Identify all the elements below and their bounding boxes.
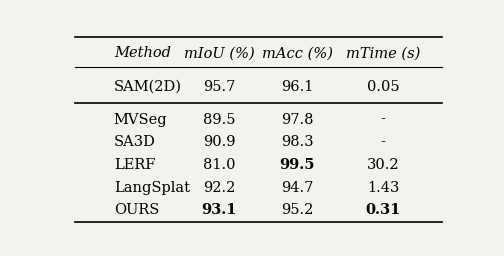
Text: LERF: LERF bbox=[114, 158, 155, 172]
Text: 0.05: 0.05 bbox=[367, 80, 400, 94]
Text: mAcc (%): mAcc (%) bbox=[262, 47, 333, 60]
Text: 95.2: 95.2 bbox=[281, 203, 313, 217]
Text: -: - bbox=[381, 113, 386, 126]
Text: SAM(2D): SAM(2D) bbox=[114, 80, 182, 94]
Text: 95.7: 95.7 bbox=[203, 80, 235, 94]
Text: 93.1: 93.1 bbox=[202, 203, 237, 217]
Text: MVSeg: MVSeg bbox=[114, 113, 167, 126]
Text: 96.1: 96.1 bbox=[281, 80, 313, 94]
Text: LangSplat: LangSplat bbox=[114, 180, 190, 195]
Text: 1.43: 1.43 bbox=[367, 180, 400, 195]
Text: 90.9: 90.9 bbox=[203, 135, 235, 149]
Text: Method: Method bbox=[114, 47, 171, 60]
Text: 94.7: 94.7 bbox=[281, 180, 313, 195]
Text: 81.0: 81.0 bbox=[203, 158, 235, 172]
Text: 92.2: 92.2 bbox=[203, 180, 235, 195]
Text: 0.31: 0.31 bbox=[365, 203, 401, 217]
Text: 97.8: 97.8 bbox=[281, 113, 313, 126]
Text: 98.3: 98.3 bbox=[281, 135, 313, 149]
Text: 89.5: 89.5 bbox=[203, 113, 235, 126]
Text: 99.5: 99.5 bbox=[280, 158, 315, 172]
Text: SA3D: SA3D bbox=[114, 135, 156, 149]
Text: -: - bbox=[381, 135, 386, 149]
Text: 30.2: 30.2 bbox=[367, 158, 400, 172]
Text: mIoU (%): mIoU (%) bbox=[184, 47, 255, 60]
Text: mTime (s): mTime (s) bbox=[346, 47, 420, 60]
Text: OURS: OURS bbox=[114, 203, 159, 217]
